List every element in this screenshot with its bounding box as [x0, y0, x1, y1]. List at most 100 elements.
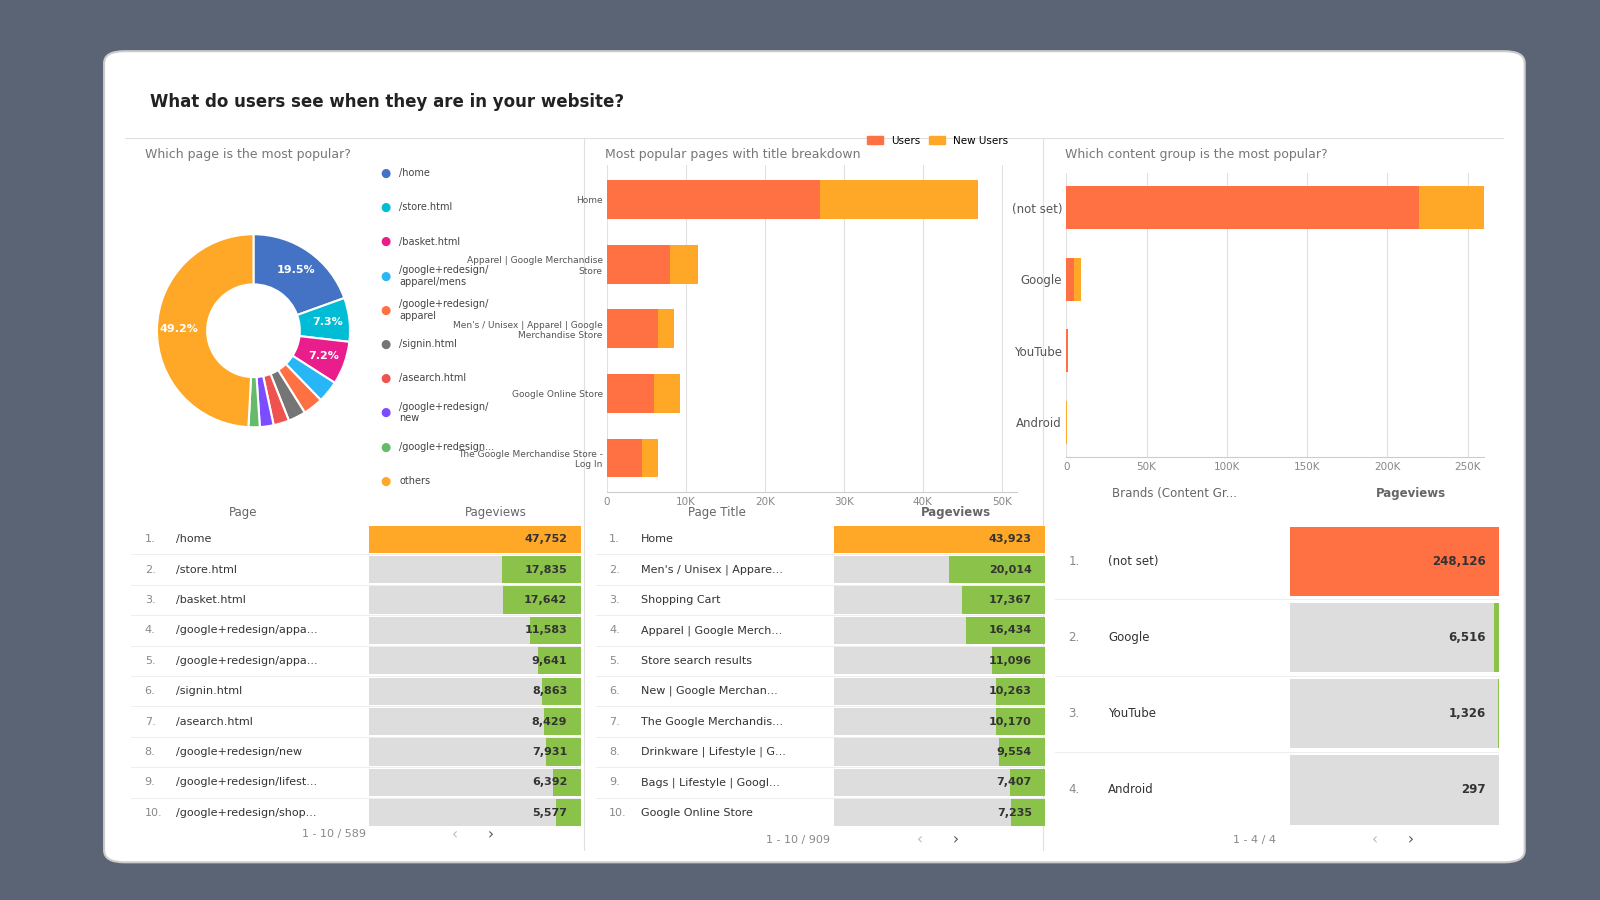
Text: 10.: 10. [144, 808, 162, 818]
Text: Shopping Cart: Shopping Cart [640, 595, 720, 605]
Bar [370, 799, 581, 826]
Text: /google+redesign/
new: /google+redesign/ new [398, 401, 488, 424]
Text: 7,235: 7,235 [997, 808, 1032, 818]
Bar [1291, 679, 1499, 748]
Text: 5.: 5. [610, 656, 619, 666]
Text: 4.: 4. [610, 626, 621, 635]
Text: ●: ● [379, 235, 390, 248]
Text: 8.: 8. [610, 747, 621, 757]
Bar [370, 587, 581, 614]
Bar [834, 556, 1045, 583]
Bar [992, 647, 1045, 674]
Text: 3.: 3. [144, 595, 155, 605]
Text: 6,392: 6,392 [531, 778, 568, 788]
Text: 8,863: 8,863 [533, 686, 568, 697]
Text: ›: › [488, 827, 494, 842]
Bar [370, 678, 581, 705]
Text: /store.html: /store.html [398, 202, 453, 212]
Text: /asearch.html: /asearch.html [398, 374, 466, 383]
Text: 4.: 4. [1069, 783, 1080, 796]
Text: Pageviews: Pageviews [1376, 487, 1446, 500]
Text: 9,641: 9,641 [531, 656, 568, 666]
Bar [502, 556, 581, 583]
Text: /basket.html: /basket.html [176, 595, 246, 605]
Bar [1066, 186, 1419, 230]
Text: 10,263: 10,263 [989, 686, 1032, 697]
Bar [834, 799, 1045, 826]
Text: (not set): (not set) [1109, 554, 1158, 568]
Text: 49.2%: 49.2% [160, 324, 198, 334]
Text: ●: ● [379, 372, 390, 385]
Text: /google+redesign/
apparel: /google+redesign/ apparel [398, 300, 488, 321]
Text: /google+redesign/lifest...: /google+redesign/lifest... [176, 778, 317, 788]
Text: ●: ● [379, 303, 390, 317]
Bar [370, 769, 581, 796]
Bar [370, 556, 581, 583]
Bar [658, 310, 674, 348]
Text: 17,835: 17,835 [525, 564, 568, 575]
Bar [1000, 739, 1045, 766]
Text: Page: Page [229, 506, 258, 519]
Text: Page Title: Page Title [688, 506, 746, 519]
Text: Google Online Store: Google Online Store [640, 808, 752, 818]
Text: Pageviews: Pageviews [466, 506, 526, 519]
Text: Which page is the most popular?: Which page is the most popular? [146, 148, 352, 161]
Text: 43,923: 43,923 [989, 535, 1032, 544]
Wedge shape [256, 376, 274, 428]
Bar [834, 647, 1045, 674]
Wedge shape [293, 336, 349, 382]
Bar [541, 678, 581, 705]
Bar [1011, 799, 1045, 826]
Bar [557, 799, 581, 826]
Text: 10.: 10. [610, 808, 627, 818]
Text: 1,326: 1,326 [1448, 707, 1486, 720]
Bar [530, 616, 581, 644]
Bar [1010, 769, 1045, 796]
Bar [370, 526, 581, 553]
Text: /store.html: /store.html [176, 564, 237, 575]
Bar [654, 374, 680, 413]
Text: /home: /home [398, 168, 430, 178]
Text: /google+redesign/appa...: /google+redesign/appa... [176, 656, 318, 666]
Text: 7,407: 7,407 [997, 778, 1032, 788]
Bar [606, 245, 670, 284]
Text: 5.: 5. [144, 656, 155, 666]
Text: The Google Merchandis...: The Google Merchandis... [640, 716, 782, 726]
Text: 6.: 6. [144, 686, 155, 697]
Bar [606, 180, 821, 219]
Wedge shape [248, 377, 259, 427]
Text: /asearch.html: /asearch.html [176, 716, 253, 726]
Bar [821, 180, 978, 219]
Text: 17,367: 17,367 [989, 595, 1032, 605]
Bar [370, 526, 581, 553]
Wedge shape [253, 234, 344, 315]
Text: Bags | Lifestyle | Googl...: Bags | Lifestyle | Googl... [640, 778, 779, 788]
Text: 5,577: 5,577 [533, 808, 568, 818]
Text: 7.: 7. [610, 716, 621, 726]
Bar [502, 587, 581, 614]
Text: 248,126: 248,126 [1432, 554, 1486, 568]
Text: ‹: ‹ [917, 832, 923, 847]
Wedge shape [278, 364, 320, 412]
Text: 16,434: 16,434 [989, 626, 1032, 635]
Bar [1291, 526, 1499, 596]
Bar [544, 708, 581, 735]
Text: New | Google Merchan...: New | Google Merchan... [640, 686, 778, 697]
Text: ●: ● [379, 269, 390, 283]
Bar [962, 587, 1045, 614]
Text: others: others [398, 476, 430, 486]
Bar [1291, 526, 1499, 596]
Bar [834, 678, 1045, 705]
Text: /google+redesign/shop...: /google+redesign/shop... [176, 808, 317, 818]
Text: 9.: 9. [610, 778, 621, 788]
Text: 3.: 3. [1069, 707, 1080, 720]
Text: 11,583: 11,583 [525, 626, 568, 635]
Text: 11,096: 11,096 [989, 656, 1032, 666]
Text: 6,516: 6,516 [1448, 631, 1486, 644]
Text: ›: › [952, 832, 958, 847]
Text: ›: › [1408, 832, 1413, 847]
Text: What do users see when they are in your website?: What do users see when they are in your … [150, 93, 624, 111]
Text: 297: 297 [1461, 783, 1486, 796]
Bar [370, 708, 581, 735]
Bar [997, 678, 1045, 705]
